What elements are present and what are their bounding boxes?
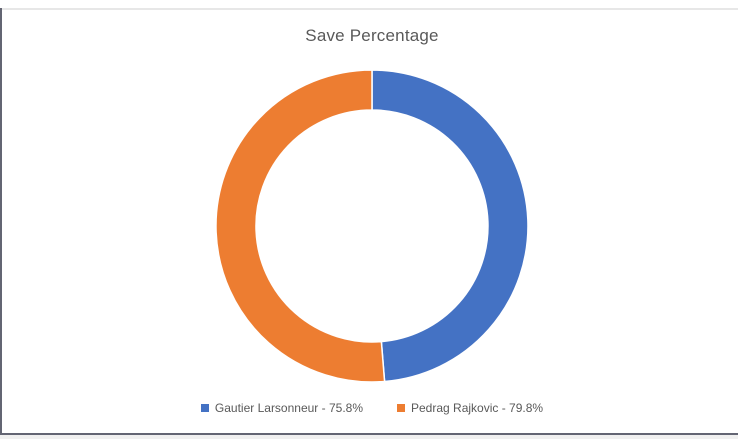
legend-item-gautier-larsonneur[interactable]: Gautier Larsonneur - 75.8% (200, 401, 363, 415)
legend-item-label: Pedrag Rajkovic - 79.8% (411, 401, 544, 415)
donut-segment-pedrag-rajkovic[interactable] (215, 69, 386, 383)
chart-title[interactable]: Save Percentage (305, 26, 439, 45)
legend-marker-square-icon (200, 404, 209, 412)
window-border-top (0, 8, 738, 10)
donut-plot-area (212, 66, 532, 386)
legend-item-pedrag-rajkovic[interactable]: Pedrag Rajkovic - 79.8% (397, 401, 543, 415)
window-border-bottom-strip (0, 435, 738, 439)
legend-marker-square-icon (397, 404, 405, 412)
legend-item-label: Gautier Larsonneur - 75.8% (214, 401, 363, 415)
window-border-left (0, 8, 2, 435)
window-border-bottom (0, 433, 738, 435)
chart-legend: Gautier Larsonneur - 75.8% Pedrag Rajkov… (0, 401, 738, 415)
donut-segment-gautier-larsonneur[interactable] (371, 69, 529, 383)
donut-chart (215, 69, 529, 383)
